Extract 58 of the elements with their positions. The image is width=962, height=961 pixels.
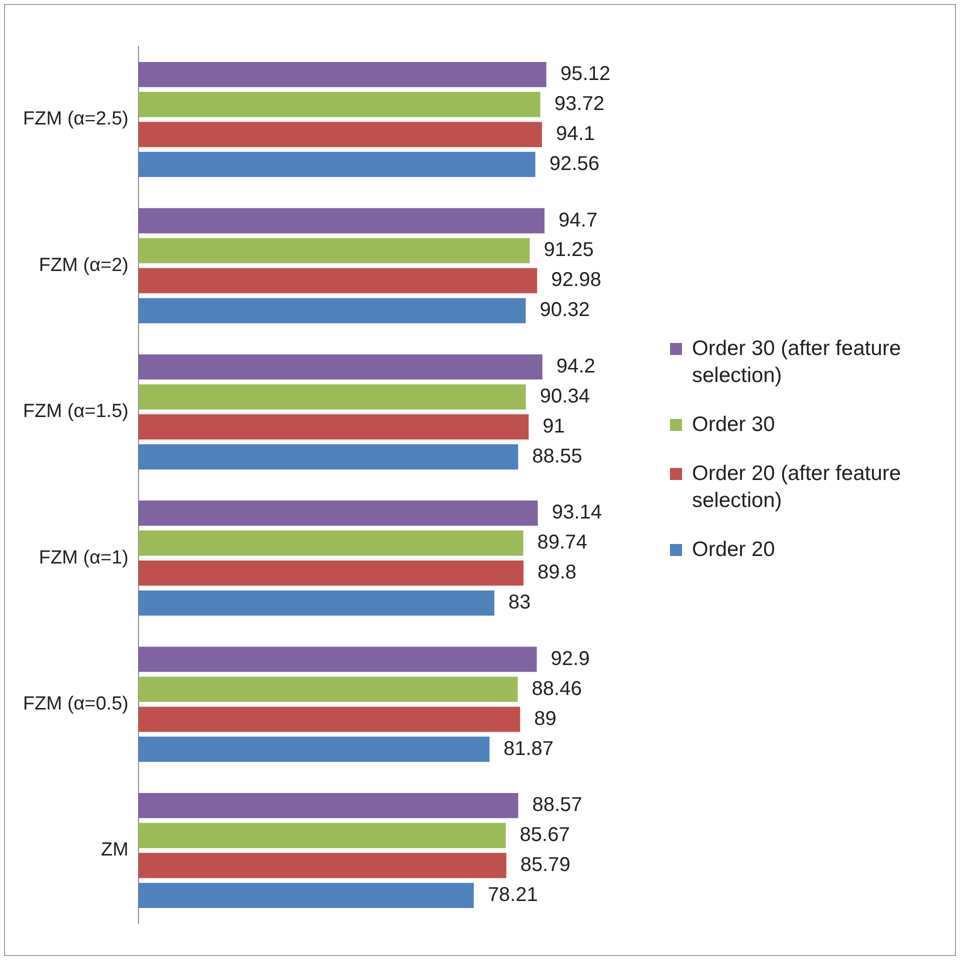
bar <box>138 268 538 294</box>
bar <box>138 238 530 264</box>
bar <box>138 152 536 178</box>
data-label: 93.14 <box>552 502 602 524</box>
y-tick-label: FZM (α=1.5) <box>22 401 128 422</box>
data-label: 90.32 <box>540 299 590 322</box>
data-label: 85.67 <box>520 824 570 846</box>
data-label: 89 <box>534 708 556 730</box>
legend-label: Order 30 (after feature selection) <box>692 336 902 389</box>
bar <box>138 590 494 616</box>
y-tick-label: FZM (α=0.5) <box>22 694 128 715</box>
data-label: 90.34 <box>540 385 590 408</box>
data-label: 92.9 <box>550 648 590 670</box>
bar <box>138 646 537 672</box>
data-label: 92.98 <box>551 269 602 292</box>
bar <box>138 354 542 380</box>
data-label: 94.7 <box>558 209 598 232</box>
bar <box>138 444 518 470</box>
data-label: 94.2 <box>556 355 596 378</box>
data-label: 88.55 <box>532 445 582 468</box>
bar <box>138 560 524 586</box>
data-label: 89.8 <box>538 562 576 584</box>
data-label: 88.57 <box>532 794 582 816</box>
y-tick-label: FZM (α=2.5) <box>22 108 128 130</box>
bar <box>138 500 538 526</box>
legend-label: Order 20 (after feature selection) <box>692 461 902 514</box>
bar <box>138 822 506 848</box>
data-label: 92.56 <box>549 152 600 175</box>
y-tick-label: FZM (α=2) <box>38 254 128 276</box>
bar <box>138 530 524 556</box>
data-label: 85.79 <box>520 854 570 876</box>
bar <box>138 92 540 118</box>
data-label: 94.1 <box>556 123 595 145</box>
bar <box>138 676 518 702</box>
bar <box>138 736 490 762</box>
y-tick-label: FZM (α=1) <box>38 547 128 568</box>
data-label: 81.87 <box>504 738 554 760</box>
data-label: 91.25 <box>544 239 594 262</box>
bar <box>138 852 506 878</box>
data-label: 95.12 <box>560 63 610 86</box>
data-label: 83 <box>508 592 531 614</box>
bar <box>138 882 474 908</box>
bar <box>138 706 520 732</box>
bar <box>138 792 518 818</box>
bar <box>138 298 526 324</box>
bar <box>138 384 526 410</box>
data-label: 93.72 <box>554 93 604 116</box>
data-label: 78.21 <box>488 884 538 906</box>
legend-label: Order 20 <box>692 537 775 563</box>
data-label: 89.74 <box>537 532 588 554</box>
bar <box>138 122 542 148</box>
legend-label: Order 30 <box>692 412 775 438</box>
data-label: 88.46 <box>532 678 582 700</box>
bar <box>138 414 529 440</box>
bar <box>138 62 546 88</box>
bar <box>138 208 545 234</box>
data-label: 91 <box>542 415 565 438</box>
y-tick-label: ZM <box>101 840 128 861</box>
